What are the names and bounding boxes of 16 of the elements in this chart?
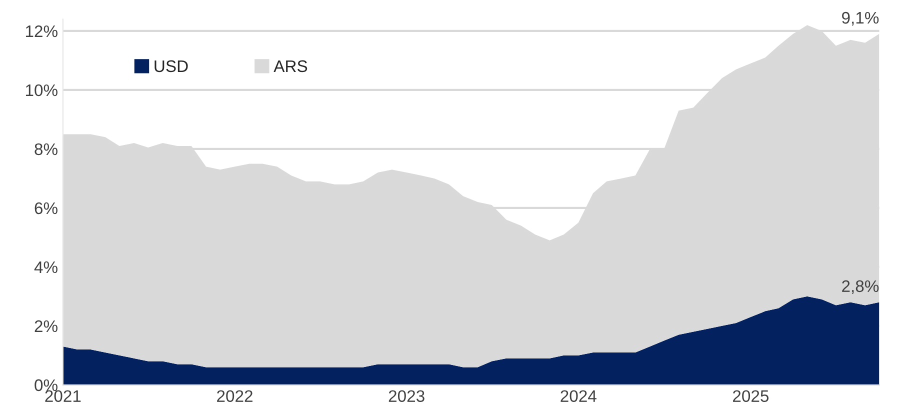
y-tick-label: 8% <box>34 143 58 156</box>
x-tick-label: 2025 <box>733 390 769 402</box>
x-tick-label: 2024 <box>560 390 596 402</box>
x-tick-label: 2023 <box>388 390 424 402</box>
legend-label: ARS <box>274 60 308 72</box>
data-label: 9,1% <box>842 12 879 26</box>
y-tick-label: 12% <box>26 25 58 38</box>
y-tick-label: 0% <box>34 379 58 392</box>
x-tick-label: 2021 <box>45 390 81 402</box>
data-label: 2,8% <box>842 280 879 294</box>
legend-label: USD <box>154 60 188 72</box>
x-tick-label: 2022 <box>217 390 252 402</box>
y-tick-label: 10% <box>26 84 58 96</box>
y-tick-label: 6% <box>34 202 58 214</box>
y-tick-label: 2% <box>34 320 58 332</box>
y-tick-label: 4% <box>34 261 58 274</box>
